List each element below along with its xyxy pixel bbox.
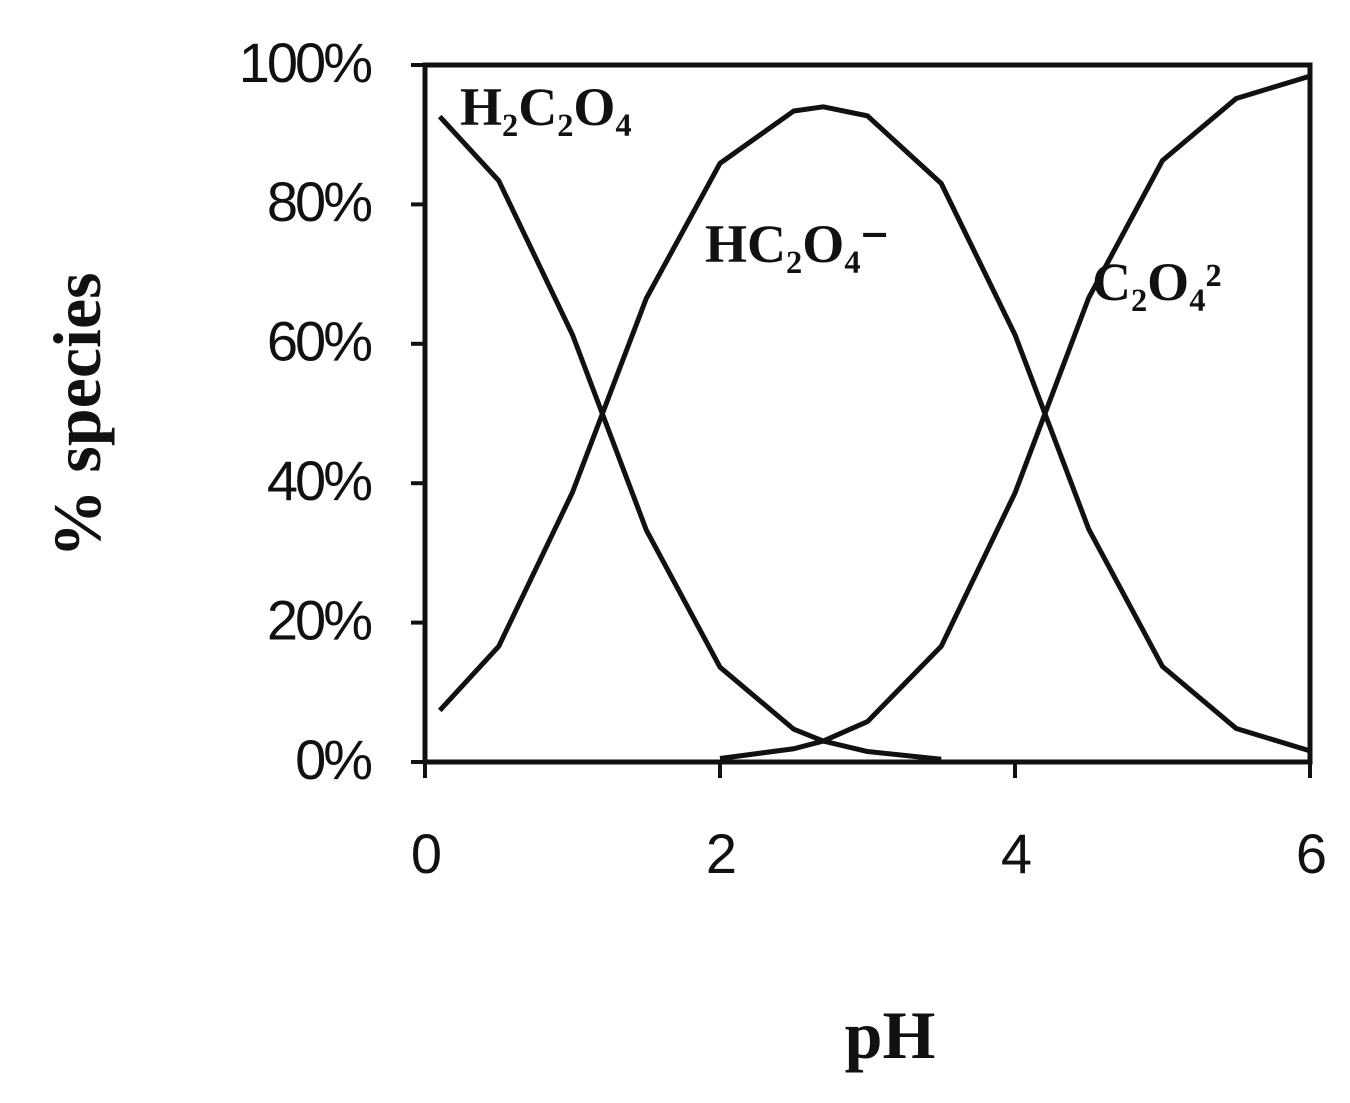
species-label: C₂O₄² (1092, 252, 1222, 312)
x-tick-label: 2 (706, 822, 735, 885)
x-tick-label: 0 (411, 822, 440, 885)
x-axis-label: pH (845, 997, 936, 1073)
series-line (719, 73, 1311, 761)
y-tick-label: 20% (267, 588, 371, 651)
plot-frame (422, 62, 1313, 765)
y-tick-label: 80% (267, 170, 371, 233)
series-line (437, 114, 942, 762)
x-tick-label: 4 (1001, 822, 1031, 885)
series-line (437, 104, 1311, 754)
species-label: H₂C₂O₄ (460, 77, 632, 137)
y-tick-label: 60% (267, 310, 371, 373)
y-tick-label: 40% (267, 449, 371, 512)
species-label: HC₂O₄⁻ (705, 214, 889, 274)
y-axis-label: % species (39, 272, 115, 557)
x-tick-label: 6 (1296, 822, 1325, 885)
y-tick-label: 100% (239, 31, 371, 94)
y-tick-label: 0% (295, 728, 371, 791)
